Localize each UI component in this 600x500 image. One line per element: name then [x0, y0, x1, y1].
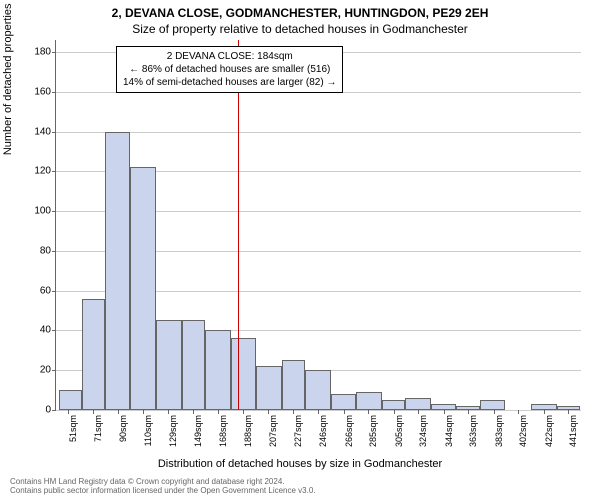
ytick-mark — [52, 132, 56, 133]
ytick-mark — [52, 291, 56, 292]
xtick-label: 110sqm — [143, 415, 153, 446]
annotation-line3: 14% of semi-detached houses are larger (… — [123, 76, 336, 89]
xtick-label: 383sqm — [494, 415, 504, 447]
annotation-line1: 2 DEVANA CLOSE: 184sqm — [123, 50, 336, 63]
histogram-bar — [282, 360, 305, 410]
footer-line2: Contains public sector information licen… — [10, 486, 316, 496]
histogram-bar — [331, 394, 357, 410]
xtick-mark — [468, 410, 469, 414]
xtick-label: 188sqm — [243, 415, 253, 447]
histogram-bar — [156, 320, 182, 410]
xtick-mark — [218, 410, 219, 414]
x-axis-label: Distribution of detached houses by size … — [0, 458, 600, 470]
footer-line1: Contains HM Land Registry data © Crown c… — [10, 477, 316, 487]
ytick-mark — [52, 52, 56, 53]
xtick-label: 422sqm — [544, 415, 554, 447]
footer: Contains HM Land Registry data © Crown c… — [10, 477, 316, 496]
histogram-bar — [231, 338, 257, 410]
xtick-mark — [494, 410, 495, 414]
ytick-mark — [52, 211, 56, 212]
xtick-label: 324sqm — [418, 415, 428, 447]
ytick-label: 0 — [45, 405, 51, 416]
xtick-mark — [243, 410, 244, 414]
xtick-mark — [368, 410, 369, 414]
ytick-label: 180 — [34, 46, 51, 57]
ytick-mark — [52, 410, 56, 411]
xtick-mark — [268, 410, 269, 414]
xtick-label: 168sqm — [218, 415, 228, 447]
ytick-mark — [52, 92, 56, 93]
xtick-label: 441sqm — [568, 415, 578, 447]
histogram-bar — [480, 400, 506, 410]
xtick-label: 363sqm — [468, 415, 478, 447]
xtick-label: 305sqm — [394, 415, 404, 447]
xtick-label: 149sqm — [193, 415, 203, 447]
ytick-mark — [52, 370, 56, 371]
ytick-label: 100 — [34, 206, 51, 217]
xtick-mark — [568, 410, 569, 414]
xtick-label: 344sqm — [444, 415, 454, 447]
xtick-mark — [193, 410, 194, 414]
ytick-label: 160 — [34, 86, 51, 97]
xtick-label: 285sqm — [368, 415, 378, 447]
xtick-mark — [518, 410, 519, 414]
xtick-label: 51sqm — [68, 415, 78, 442]
xtick-mark — [418, 410, 419, 414]
xtick-label: 402sqm — [518, 415, 528, 447]
histogram-bar — [182, 320, 205, 410]
xtick-label: 90sqm — [118, 415, 128, 442]
histogram-bar — [82, 299, 105, 410]
xtick-label: 246sqm — [318, 415, 328, 447]
histogram-bar — [105, 132, 131, 410]
ytick-mark — [52, 171, 56, 172]
xtick-label: 129sqm — [168, 415, 178, 447]
histogram-bar — [356, 392, 382, 410]
histogram-bar — [405, 398, 431, 410]
xtick-label: 266sqm — [344, 415, 354, 447]
xtick-mark — [93, 410, 94, 414]
xtick-mark — [544, 410, 545, 414]
gridline — [56, 132, 581, 133]
xtick-mark — [143, 410, 144, 414]
xtick-mark — [444, 410, 445, 414]
histogram-bar — [59, 390, 82, 410]
ytick-label: 20 — [40, 365, 51, 376]
xtick-mark — [168, 410, 169, 414]
annotation-line2: ← 86% of detached houses are smaller (51… — [123, 63, 336, 76]
reference-line — [238, 40, 239, 410]
histogram-bar — [305, 370, 331, 410]
ytick-label: 60 — [40, 285, 51, 296]
annotation-box: 2 DEVANA CLOSE: 184sqm ← 86% of detached… — [116, 46, 343, 93]
xtick-mark — [344, 410, 345, 414]
xtick-mark — [68, 410, 69, 414]
xtick-mark — [293, 410, 294, 414]
y-axis-label: Number of detached properties — [2, 4, 14, 156]
ytick-label: 140 — [34, 126, 51, 137]
histogram-bar — [382, 400, 405, 410]
ytick-label: 40 — [40, 325, 51, 336]
xtick-label: 71sqm — [93, 415, 103, 442]
title-sub: Size of property relative to detached ho… — [0, 22, 600, 36]
title-main: 2, DEVANA CLOSE, GODMANCHESTER, HUNTINGD… — [0, 6, 600, 20]
ytick-label: 120 — [34, 166, 51, 177]
histogram-bar — [205, 330, 231, 410]
xtick-label: 207sqm — [268, 415, 278, 447]
ytick-mark — [52, 251, 56, 252]
xtick-mark — [394, 410, 395, 414]
histogram-bar — [130, 167, 156, 410]
histogram-bar — [256, 366, 282, 410]
ytick-label: 80 — [40, 245, 51, 256]
xtick-label: 227sqm — [293, 415, 303, 447]
plot-area: 02040608010012014016018051sqm71sqm90sqm1… — [55, 40, 581, 411]
xtick-mark — [118, 410, 119, 414]
xtick-mark — [318, 410, 319, 414]
ytick-mark — [52, 330, 56, 331]
chart-container: 2, DEVANA CLOSE, GODMANCHESTER, HUNTINGD… — [0, 0, 600, 500]
